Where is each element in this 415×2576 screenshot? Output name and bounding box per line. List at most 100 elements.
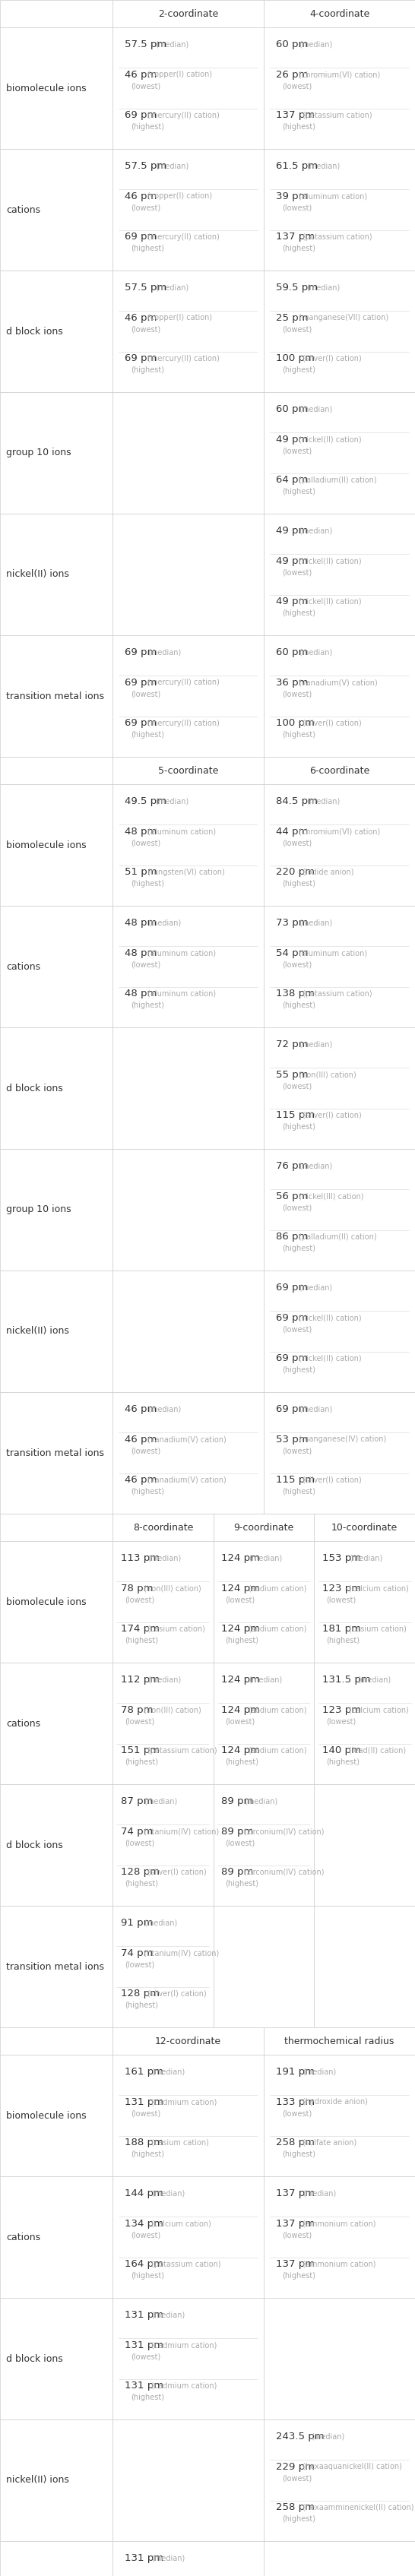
Text: (median): (median) [299,649,332,657]
Bar [0,513,112,636]
Bar [0,149,112,270]
Text: (highest): (highest) [131,881,164,889]
Text: (aluminum cation): (aluminum cation) [147,827,216,835]
Text: 69 pm: 69 pm [124,353,157,363]
Text: 60 pm: 60 pm [276,647,308,657]
Text: (lowest): (lowest) [282,2476,312,2483]
Text: 46 pm: 46 pm [124,1435,157,1445]
Text: 49 pm: 49 pm [276,435,308,446]
Text: group 10 ions: group 10 ions [6,1206,71,1216]
Bar [112,2419,264,2540]
Text: (manganese(IV) cation): (manganese(IV) cation) [299,1435,386,1443]
Text: biomolecule ions: biomolecule ions [6,82,86,93]
Text: 133 pm: 133 pm [276,2097,315,2107]
Text: 48 pm: 48 pm [124,948,157,958]
Text: 60 pm: 60 pm [276,404,308,415]
Bar [213,1540,314,1662]
Text: (mercury(II) cation): (mercury(II) cation) [147,111,220,118]
Text: (lowest): (lowest) [131,961,161,969]
Text: (aluminum cation): (aluminum cation) [299,193,367,201]
Text: (aluminum cation): (aluminum cation) [147,951,216,958]
Text: 46 pm: 46 pm [124,1404,157,1414]
Bar [112,1540,213,1662]
Bar [314,1906,415,2027]
Text: (highest): (highest) [131,245,164,252]
Text: 48 pm: 48 pm [124,917,157,927]
Text: (nickel(II) cation): (nickel(II) cation) [299,1355,361,1363]
Text: 73 pm: 73 pm [276,917,308,927]
Bar [0,2298,112,2419]
Text: 243.5 pm: 243.5 pm [276,2432,324,2442]
Text: 89 pm: 89 pm [221,1795,254,1806]
Text: (aluminum cation): (aluminum cation) [299,951,367,958]
Text: (median): (median) [248,1677,282,1685]
Text: (median): (median) [147,1553,181,1561]
Text: (sodium cation): (sodium cation) [248,1705,306,1713]
Text: (highest): (highest) [282,611,315,618]
Bar [0,2177,112,2298]
Bar [0,907,112,1028]
Text: (vanadium(V) cation): (vanadium(V) cation) [299,680,378,685]
Text: (lowest): (lowest) [326,1597,356,1605]
Text: 128 pm: 128 pm [121,1989,159,1999]
Text: (potassium cation): (potassium cation) [303,111,372,118]
Text: (median): (median) [299,528,332,533]
Text: 48 pm: 48 pm [124,827,157,837]
Bar [0,1906,112,2027]
Bar [112,783,264,907]
Text: (manganese(VII) cation): (manganese(VII) cation) [299,314,388,322]
Bar [264,2177,415,2298]
Text: 134 pm: 134 pm [124,2218,164,2228]
Bar [0,1515,112,1540]
Text: cations: cations [6,204,40,214]
Bar [314,1540,415,1662]
Text: 48 pm: 48 pm [124,989,157,999]
Text: 51 pm: 51 pm [124,868,157,876]
Text: 56 pm: 56 pm [276,1193,308,1200]
Bar [112,636,264,757]
Text: (copper(I) cation): (copper(I) cation) [147,314,212,322]
Text: 112 pm: 112 pm [121,1674,159,1685]
Text: (silver(I) cation): (silver(I) cation) [303,719,362,726]
Text: (lowest): (lowest) [131,2231,161,2239]
Text: thermochemical radius: thermochemical radius [285,2035,394,2045]
Text: biomolecule ions: biomolecule ions [6,840,86,850]
Bar [264,907,415,1028]
Text: transition metal ions: transition metal ions [6,690,104,701]
Text: (highest): (highest) [282,2272,315,2280]
Bar [112,907,264,1028]
Text: cations: cations [6,2233,40,2241]
Text: cations: cations [6,1718,40,1728]
Text: nickel(II) ions: nickel(II) ions [6,569,69,580]
Text: (iodide anion): (iodide anion) [303,868,354,876]
Bar [213,1515,314,1540]
Text: (highest): (highest) [282,1365,315,1373]
Text: (median): (median) [307,162,340,170]
Text: 46 pm: 46 pm [124,1476,157,1484]
Text: (nickel(II) cation): (nickel(II) cation) [299,435,361,443]
Text: (highest): (highest) [124,1636,158,1643]
Text: 100 pm: 100 pm [276,719,315,729]
Text: 39 pm: 39 pm [276,191,308,201]
Text: (mercury(II) cation): (mercury(II) cation) [147,232,220,240]
Text: 25 pm: 25 pm [276,314,308,322]
Text: 54 pm: 54 pm [276,948,308,958]
Text: (ammonium cation): (ammonium cation) [303,2262,376,2267]
Bar [112,2177,264,2298]
Text: (lowest): (lowest) [124,1960,154,1968]
Text: (calcium cation): (calcium cation) [151,2221,211,2228]
Text: d block ions: d block ions [6,1084,63,1092]
Bar [264,149,415,270]
Text: 26 pm: 26 pm [276,70,308,80]
Text: (median): (median) [307,799,340,806]
Text: (lowest): (lowest) [131,1448,161,1455]
Text: (median): (median) [147,1677,181,1685]
Text: d block ions: d block ions [6,327,63,337]
Text: (median): (median) [299,1041,332,1048]
Text: 72 pm: 72 pm [276,1041,308,1048]
Text: (lowest): (lowest) [124,1718,154,1726]
Text: (calcium cation): (calcium cation) [349,1705,409,1713]
Text: 86 pm: 86 pm [276,1231,308,1242]
Text: (highest): (highest) [131,1489,164,1497]
Bar [112,1391,264,1515]
